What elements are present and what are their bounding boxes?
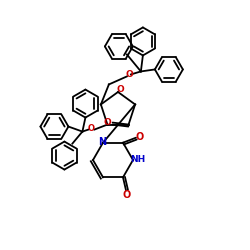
Text: O: O	[116, 84, 124, 94]
Text: O: O	[104, 118, 112, 127]
Text: O: O	[123, 190, 131, 200]
Text: O: O	[88, 124, 95, 133]
Text: O: O	[136, 132, 144, 142]
Text: O: O	[125, 70, 133, 79]
Text: N: N	[98, 137, 106, 147]
Text: NH: NH	[130, 156, 146, 164]
